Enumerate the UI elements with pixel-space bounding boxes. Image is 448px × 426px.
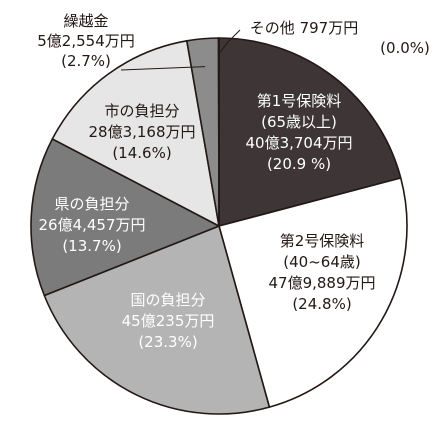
slice-label-2-sub: (40~64歳) [283, 253, 360, 271]
slice-label-2-percent: (24.8%) [292, 295, 351, 313]
leader-line-other [218, 29, 241, 55]
pie-slice-5 [51, 39, 220, 227]
slice-label-3-name: 国の負担分 [130, 291, 205, 309]
slice-label-3-amount: 45億235万円 [122, 312, 215, 330]
pie-slice-4 [30, 138, 220, 297]
slice-label-1-percent: (20.9 %) [267, 155, 331, 173]
slice-label-5-name: 市の負担分 [104, 102, 179, 120]
leader-lines [120, 29, 241, 71]
slice-label-1-sub: (65歳以上) [261, 113, 337, 131]
slice-labels: 第1号保険料 (65歳以上) 40億3,704万円 (20.9 %) 第2号保険料 (40… [37, 12, 430, 351]
slice-label-7-percent: (0.0%) [380, 39, 430, 57]
slice-label-5-percent: (14.6%) [112, 144, 171, 162]
slice-label-4-amount: 26億4,457万円 [38, 216, 145, 234]
slice-label-6-percent: (2.7%) [61, 52, 111, 70]
slice-label-1-name: 第1号保険料 [257, 92, 342, 110]
pie-slice-1 [218, 37, 402, 227]
slice-label-4-name: 県の負担分 [54, 195, 129, 213]
pie-slice-3 [43, 225, 271, 415]
slice-label-6-amount: 5億2,554万円 [37, 32, 135, 50]
slice-label-2-name: 第2号保険料 [280, 232, 365, 250]
slice-label-4-percent: (13.7%) [62, 237, 121, 255]
slice-label-6-name: 繰越金 [63, 12, 108, 30]
slice-label-7-name: その他 797万円 [250, 19, 358, 37]
slice-label-2-amount: 47億9,889万円 [268, 274, 375, 292]
pie-slices [30, 37, 408, 415]
slice-label-5-amount: 28億3,168万円 [88, 123, 195, 141]
slice-label-3-percent: (23.3%) [138, 333, 197, 351]
pie-slice-2 [218, 177, 408, 408]
slice-label-1-amount: 40億3,704万円 [245, 134, 352, 152]
leader-line-carryover [120, 66, 206, 71]
